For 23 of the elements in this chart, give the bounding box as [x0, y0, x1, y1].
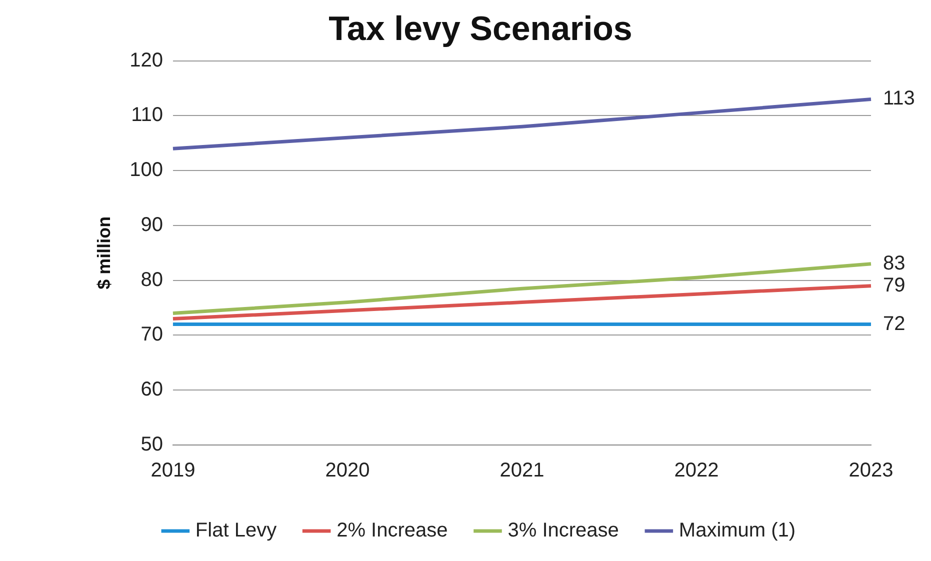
y-tick-label: 80 — [140, 268, 163, 291]
x-tick-label: 2019 — [150, 460, 196, 482]
y-tick-label: 70 — [140, 324, 163, 346]
legend-label: 2% Increase — [336, 520, 448, 542]
data-label: 79 — [883, 274, 906, 296]
data-label: 72 — [883, 312, 906, 335]
x-tick-label: 2020 — [325, 460, 370, 482]
data-label: 83 — [883, 252, 906, 274]
y-tick-label: 120 — [130, 49, 163, 72]
y-tick-label: 60 — [140, 378, 163, 401]
data-label: 113 — [883, 88, 915, 110]
x-tick-label: 2022 — [674, 460, 719, 482]
chart-title: Tax levy Scenarios — [328, 10, 632, 48]
x-tick-label: 2023 — [848, 460, 894, 482]
y-tick-label: 50 — [140, 434, 163, 456]
x-tick-label: 2021 — [500, 460, 544, 482]
y-tick-label: 100 — [130, 159, 163, 182]
y-axis-title: $ million — [94, 216, 114, 290]
legend-label: 3% Increase — [508, 520, 619, 542]
y-tick-label: 90 — [140, 214, 163, 236]
legend-label: Maximum (1) — [678, 520, 796, 542]
legend-label: Flat Levy — [195, 520, 277, 542]
y-tick-label: 110 — [131, 104, 163, 126]
